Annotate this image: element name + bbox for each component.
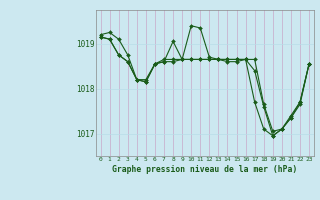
X-axis label: Graphe pression niveau de la mer (hPa): Graphe pression niveau de la mer (hPa)	[112, 165, 297, 174]
